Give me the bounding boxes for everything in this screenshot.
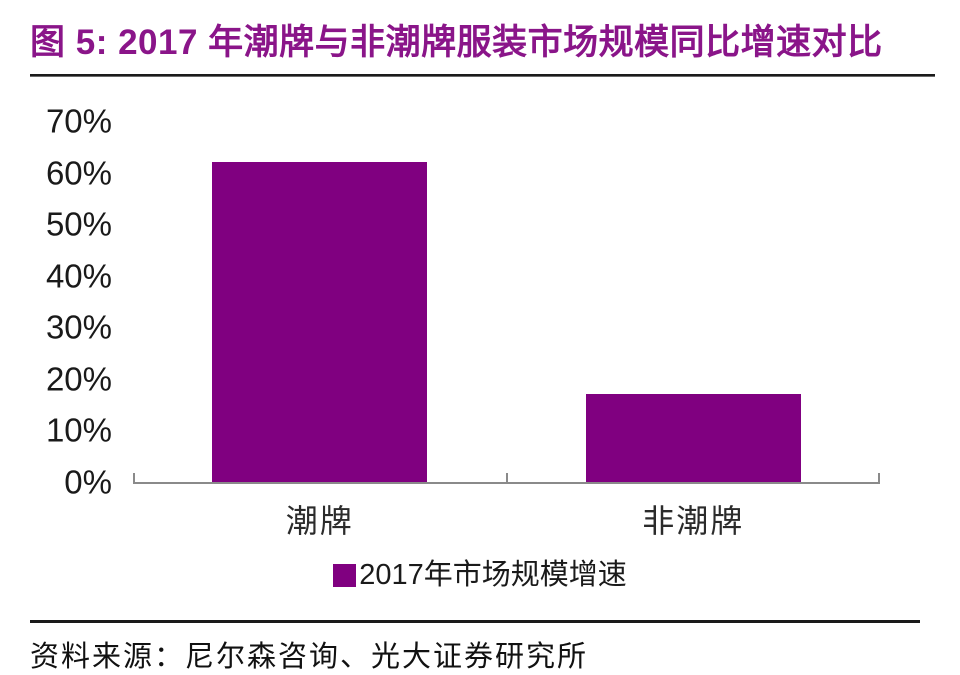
y-tick-label: 20%: [45, 360, 112, 398]
legend: 2017年市场规模增速: [0, 561, 960, 590]
plot-area: [133, 121, 880, 484]
source-rule: [30, 620, 920, 623]
y-tick-label: 50%: [45, 205, 112, 243]
x-tick-label: 潮牌: [285, 503, 354, 539]
bar: [585, 394, 801, 482]
y-tick-label: 60%: [45, 154, 112, 192]
figure-title: 图 5: 2017 年潮牌与非潮牌服装市场规模同比增速对比: [30, 23, 883, 62]
axis-tick: [878, 473, 880, 482]
bar-slot: [507, 121, 881, 482]
axis-tick: [133, 473, 135, 482]
bar: [212, 162, 428, 482]
y-tick-label: 10%: [45, 411, 112, 449]
axis-tick: [505, 473, 508, 482]
y-tick-label: 40%: [45, 257, 112, 295]
bar-slot: [133, 121, 507, 482]
bar-chart: 0% 10% 20% 30% 40% 50% 60% 70% 潮牌 非潮牌: [0, 90, 960, 560]
y-axis-labels: 0% 10% 20% 30% 40% 50% 60% 70%: [0, 105, 112, 499]
y-tick-label: 0%: [64, 463, 112, 501]
legend-label: 2017年市场规模增速: [359, 559, 627, 591]
title-rule: [30, 74, 935, 77]
x-tick-label: 非潮牌: [642, 503, 745, 539]
source-note: 资料来源：尼尔森咨询、光大证券研究所: [30, 641, 589, 673]
y-tick-label: 70%: [45, 102, 112, 140]
y-tick-label: 30%: [45, 308, 112, 346]
x-axis-labels: 潮牌 非潮牌: [133, 496, 880, 542]
legend-swatch-icon: [333, 564, 357, 587]
